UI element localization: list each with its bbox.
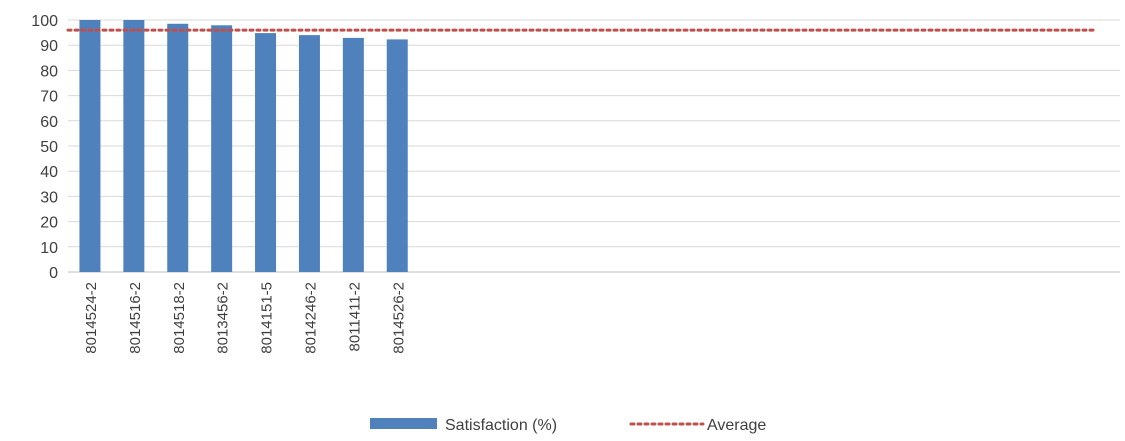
legend-swatch-satisfaction xyxy=(370,418,437,429)
x-tick-label: 8011411-2 xyxy=(346,282,363,352)
bar xyxy=(255,33,277,272)
y-axis-ticks: 0 10 20 30 40 50 60 70 80 90 100 xyxy=(31,13,58,282)
bar xyxy=(386,39,408,273)
gridlines xyxy=(68,19,1120,273)
y-tick-label: 70 xyxy=(40,89,58,106)
y-tick-label: 100 xyxy=(31,13,58,30)
legend: Satisfaction (%) Average xyxy=(370,417,766,434)
y-tick-label: 20 xyxy=(40,215,58,232)
bar xyxy=(211,25,233,273)
bar xyxy=(342,37,364,272)
bar xyxy=(298,35,320,273)
y-tick-label: 60 xyxy=(40,114,58,131)
y-tick-label: 40 xyxy=(40,164,58,181)
y-tick-label: 0 xyxy=(49,265,58,282)
bar xyxy=(123,20,145,272)
bars xyxy=(79,20,408,273)
y-tick-label: 10 xyxy=(40,240,58,257)
x-tick-label: 8014526-2 xyxy=(390,282,407,354)
legend-label-satisfaction: Satisfaction (%) xyxy=(445,417,557,434)
legend-label-average: Average xyxy=(707,417,766,434)
x-tick-label: 8014524-2 xyxy=(83,282,100,354)
bar xyxy=(167,23,189,273)
x-tick-label: 8014246-2 xyxy=(302,282,319,354)
y-tick-label: 80 xyxy=(40,63,58,80)
x-axis-ticks: 8014524-2 8014516-2 8014518-2 8013456-2 8014… xyxy=(83,282,407,354)
x-tick-label: 8014516-2 xyxy=(127,282,144,354)
x-tick-label: 8013456-2 xyxy=(215,282,232,354)
x-tick-label: 8014151-5 xyxy=(259,282,276,354)
y-tick-label: 50 xyxy=(40,139,58,156)
x-tick-label: 8014518-2 xyxy=(171,282,188,354)
y-tick-label: 30 xyxy=(40,189,58,206)
bar xyxy=(79,20,101,272)
y-tick-label: 90 xyxy=(40,38,58,55)
